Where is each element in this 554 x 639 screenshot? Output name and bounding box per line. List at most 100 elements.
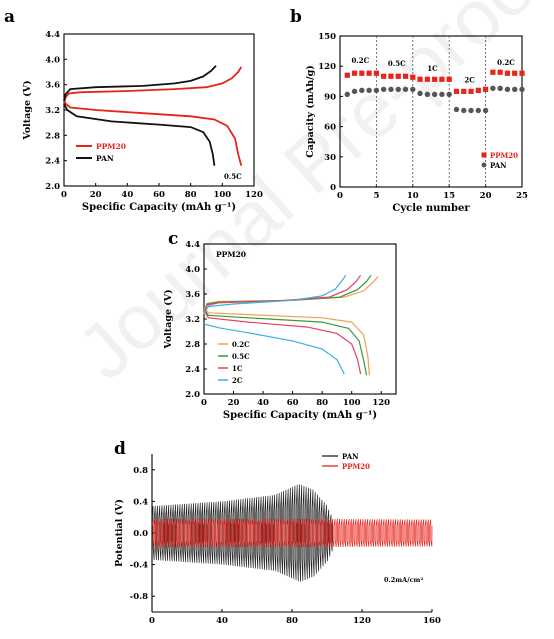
- data-point-ppm20: [519, 70, 525, 76]
- y-tick-label: 2.4: [45, 157, 60, 167]
- x-tick-label: 120: [372, 398, 390, 408]
- series-pan-discharge-line: [63, 103, 216, 166]
- y-tick-label: 2.4: [185, 365, 200, 375]
- y-tick-label: 0.4: [133, 497, 148, 507]
- data-point-ppm20: [417, 76, 423, 82]
- data-point-pan: [351, 88, 358, 95]
- current-density-annotation: 0.2mA/cm²: [384, 576, 423, 584]
- x-tick-label: 20: [90, 190, 102, 200]
- data-point-pan: [431, 91, 438, 98]
- y-tick-label: 4.4: [185, 240, 200, 250]
- x-tick-label: 60: [153, 190, 165, 200]
- y-tick-label: 30: [324, 153, 336, 163]
- y-tick-label: 90: [324, 92, 336, 102]
- x-axis-label: Specific Capacity (mAh g⁻¹): [223, 410, 377, 421]
- legend-label: 2C: [232, 376, 243, 385]
- data-point-pan: [388, 86, 394, 93]
- y-tick-label: 4.0: [185, 265, 200, 275]
- data-point-pan: [395, 86, 401, 93]
- panel-d: d 0 40 80 120 160 -0.8 -0.4 0.0 0.4 0.8 Potential (…: [114, 439, 441, 626]
- y-tick-label: 120: [318, 62, 336, 72]
- chart-title: PPM20: [216, 250, 246, 259]
- legend-label: PPM20: [96, 142, 126, 151]
- y-tick-label: 2.0: [185, 390, 200, 400]
- series-ppm20-charge-line: [63, 66, 243, 104]
- data-point-ppm20: [395, 73, 401, 79]
- data-point-pan: [380, 86, 387, 93]
- data-point-pan: [359, 87, 365, 94]
- data-point-ppm20: [432, 76, 438, 82]
- data-point-pan: [497, 85, 503, 92]
- data-point-pan: [461, 107, 467, 114]
- data-point-pan: [417, 90, 423, 97]
- rate-label: 0.2C: [352, 56, 370, 65]
- data-point-pan: [490, 85, 496, 92]
- legend-swatch: [481, 152, 487, 158]
- data-point-pan: [446, 91, 452, 98]
- rate-label: 2C: [464, 75, 475, 84]
- data-point-pan: [519, 86, 525, 93]
- y-tick-label: 3.6: [45, 81, 60, 91]
- series-0.5c-discharge-line: [203, 308, 368, 376]
- x-tick-label: 0: [337, 191, 343, 201]
- y-tick-label: 0.0: [133, 529, 148, 539]
- y-tick-label: 150: [318, 32, 336, 42]
- rate-annotation: 0.5C: [224, 172, 242, 181]
- data-point-ppm20: [453, 88, 460, 94]
- x-tick-label: 10: [407, 191, 419, 201]
- series-2c-discharge-line: [203, 323, 345, 375]
- data-point-pan: [475, 107, 482, 114]
- data-point-ppm20: [366, 70, 372, 76]
- panel-letter: a: [4, 7, 15, 27]
- data-point-ppm20: [351, 70, 358, 76]
- rate-label: 0.5C: [388, 59, 406, 68]
- x-tick-label: 120: [245, 190, 263, 200]
- legend-swatch: [481, 162, 487, 168]
- data-point-pan: [482, 107, 489, 114]
- x-tick-label: 40: [216, 616, 228, 626]
- plot-frame: [339, 35, 523, 188]
- series-0.5c-charge-line: [203, 274, 372, 313]
- panel-a: a 0 20 40 60 80 100 120 2.0 2.4 2.8 3.2 3.6 4.0 4.4 Spe…: [4, 7, 263, 213]
- x-tick-label: 40: [257, 398, 269, 408]
- panel-c: c 0 20 40 60 80 100 120 2.0 2.4 2.8 3.2 3.6 4.0 4.4 Spe…: [163, 229, 397, 421]
- data-point-pan: [410, 86, 416, 93]
- x-axis-label: Cycle number: [392, 203, 470, 214]
- y-tick-label: 3.6: [185, 290, 200, 300]
- x-tick-label: 60: [287, 398, 299, 408]
- legend-label: 0.2C: [232, 340, 250, 349]
- data-point-ppm20: [475, 87, 481, 93]
- y-tick-label: 3.2: [45, 106, 60, 116]
- y-tick-label: 2.8: [45, 131, 60, 141]
- x-tick-label: 5: [373, 191, 379, 201]
- x-tick-label: 80: [185, 190, 197, 200]
- data-point-ppm20: [490, 69, 496, 75]
- data-point-ppm20: [439, 76, 445, 82]
- panel-b: b 0 5 10 15 20 25 0 30 60 90 120 150 Cycle number Capa…: [290, 7, 528, 214]
- x-tick-label: 160: [423, 616, 441, 626]
- data-point-pan: [504, 86, 511, 93]
- y-tick-label: 2.0: [45, 182, 60, 192]
- data-point-ppm20: [359, 70, 365, 76]
- x-tick-label: 0: [61, 190, 67, 200]
- x-tick-label: 0: [201, 398, 207, 408]
- y-axis-label: Voltage (V): [163, 289, 174, 349]
- series-1c-charge-line: [203, 274, 362, 314]
- y-tick-label: 4.4: [45, 30, 60, 40]
- x-axis-label: Specific Capacity (mAh g⁻¹): [82, 202, 236, 213]
- data-point-pan: [366, 87, 372, 94]
- data-point-pan: [344, 91, 350, 98]
- x-tick-label: 80: [286, 616, 298, 626]
- y-tick-label: 0.8: [133, 466, 148, 476]
- x-tick-label: 25: [516, 191, 528, 201]
- panel-letter: c: [168, 229, 178, 249]
- data-point-ppm20: [388, 73, 394, 79]
- x-tick-label: 100: [213, 190, 231, 200]
- y-axis-label: Capacity (mAh/g): [305, 65, 316, 158]
- y-tick-label: 3.2: [185, 315, 200, 325]
- data-point-pan: [439, 91, 445, 98]
- legend-label: PAN: [96, 154, 114, 163]
- y-tick-label: -0.4: [130, 561, 148, 571]
- data-point-ppm20: [381, 73, 387, 79]
- x-tick-label: 15: [443, 191, 455, 201]
